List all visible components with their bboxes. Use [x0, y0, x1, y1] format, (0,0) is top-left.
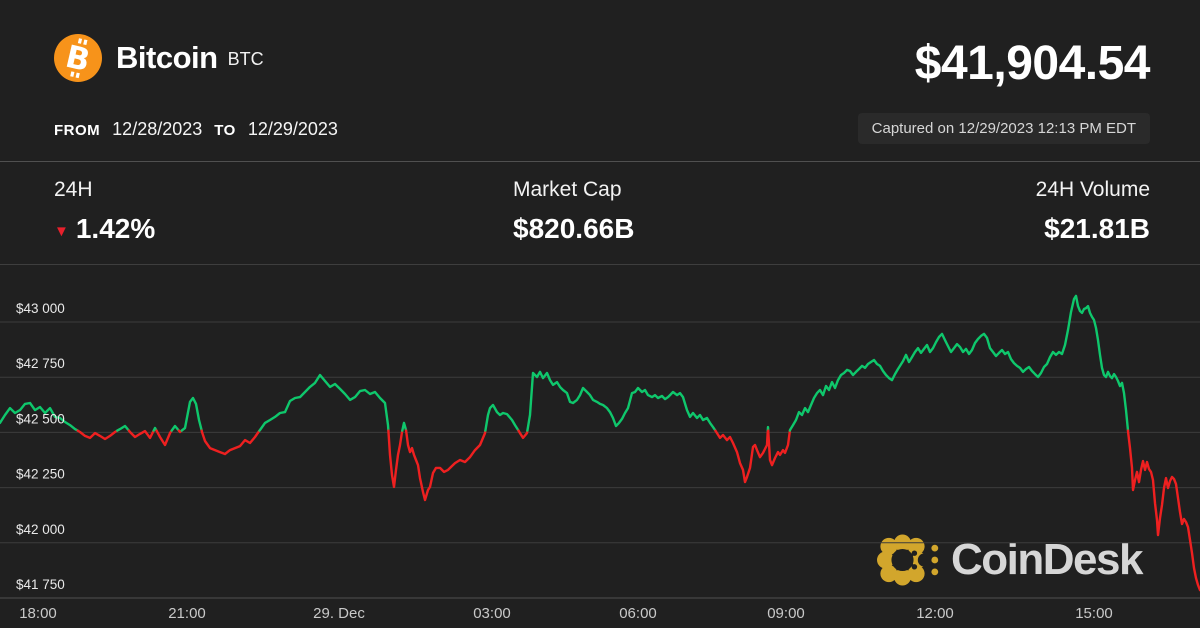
y-axis-tick-label: $42 750 — [16, 356, 65, 371]
x-axis-tick-label: 06:00 — [619, 605, 657, 622]
x-axis-tick-label: 12:00 — [916, 605, 954, 622]
to-date: 12/29/2023 — [247, 119, 338, 139]
x-axis-tick-label: 18:00 — [19, 605, 57, 622]
current-price: $41,904.54 — [914, 37, 1151, 90]
stats-strip: 24H ▼ 1.42% Market Cap $820.66B 24H Volum… — [0, 161, 1200, 265]
y-axis-tick-label: $41 750 — [16, 577, 65, 592]
stat-value-24h-change: ▼ 1.42% — [54, 213, 156, 244]
bitcoin-logo-icon: B — [54, 34, 102, 82]
stat-label: Market Cap — [513, 178, 622, 201]
date-range: FROM 12/28/2023 TO 12/29/2023 — [54, 119, 338, 140]
y-axis-tick-label: $42 250 — [16, 467, 65, 482]
x-axis-tick-label: 15:00 — [1075, 605, 1113, 622]
coin-symbol: BTC — [227, 48, 264, 69]
stat-value-market-cap: $820.66B — [513, 213, 635, 244]
coindesk-wordmark: CoinDesk — [951, 535, 1143, 584]
coindesk-logo: CoinDesk — [877, 534, 1143, 586]
x-axis-tick-label: 09:00 — [767, 605, 805, 622]
captured-timestamp-badge: Captured on 12/29/2023 12:13 PM EDT — [857, 113, 1150, 144]
from-date: 12/28/2023 — [112, 119, 203, 139]
from-label: FROM — [54, 122, 101, 139]
coin-name: Bitcoin — [116, 40, 218, 75]
x-axis-tick-label: 29. Dec — [313, 605, 365, 622]
stat-label: 24H Volume — [1035, 178, 1150, 201]
y-axis-tick-label: $43 000 — [16, 301, 65, 316]
stat-label: 24H — [54, 178, 93, 201]
stat-market-cap: Market Cap $820.66B — [513, 178, 634, 245]
x-axis-tick-label: 03:00 — [473, 605, 511, 622]
coin-header: B Bitcoin BTC — [54, 34, 264, 82]
stat-24h-change: 24H ▼ 1.42% — [54, 178, 155, 245]
coindesk-logo-icon — [877, 534, 939, 586]
x-axis-tick-label: 21:00 — [168, 605, 206, 622]
stat-24h-volume: 24H Volume $21.81B — [1036, 178, 1150, 245]
down-arrow-icon: ▼ — [54, 223, 69, 240]
y-axis-tick-label: $42 500 — [16, 411, 65, 426]
to-label: TO — [214, 122, 236, 139]
stat-value-24h-volume: $21.81B — [1044, 213, 1150, 244]
y-axis-tick-label: $42 000 — [16, 522, 65, 537]
